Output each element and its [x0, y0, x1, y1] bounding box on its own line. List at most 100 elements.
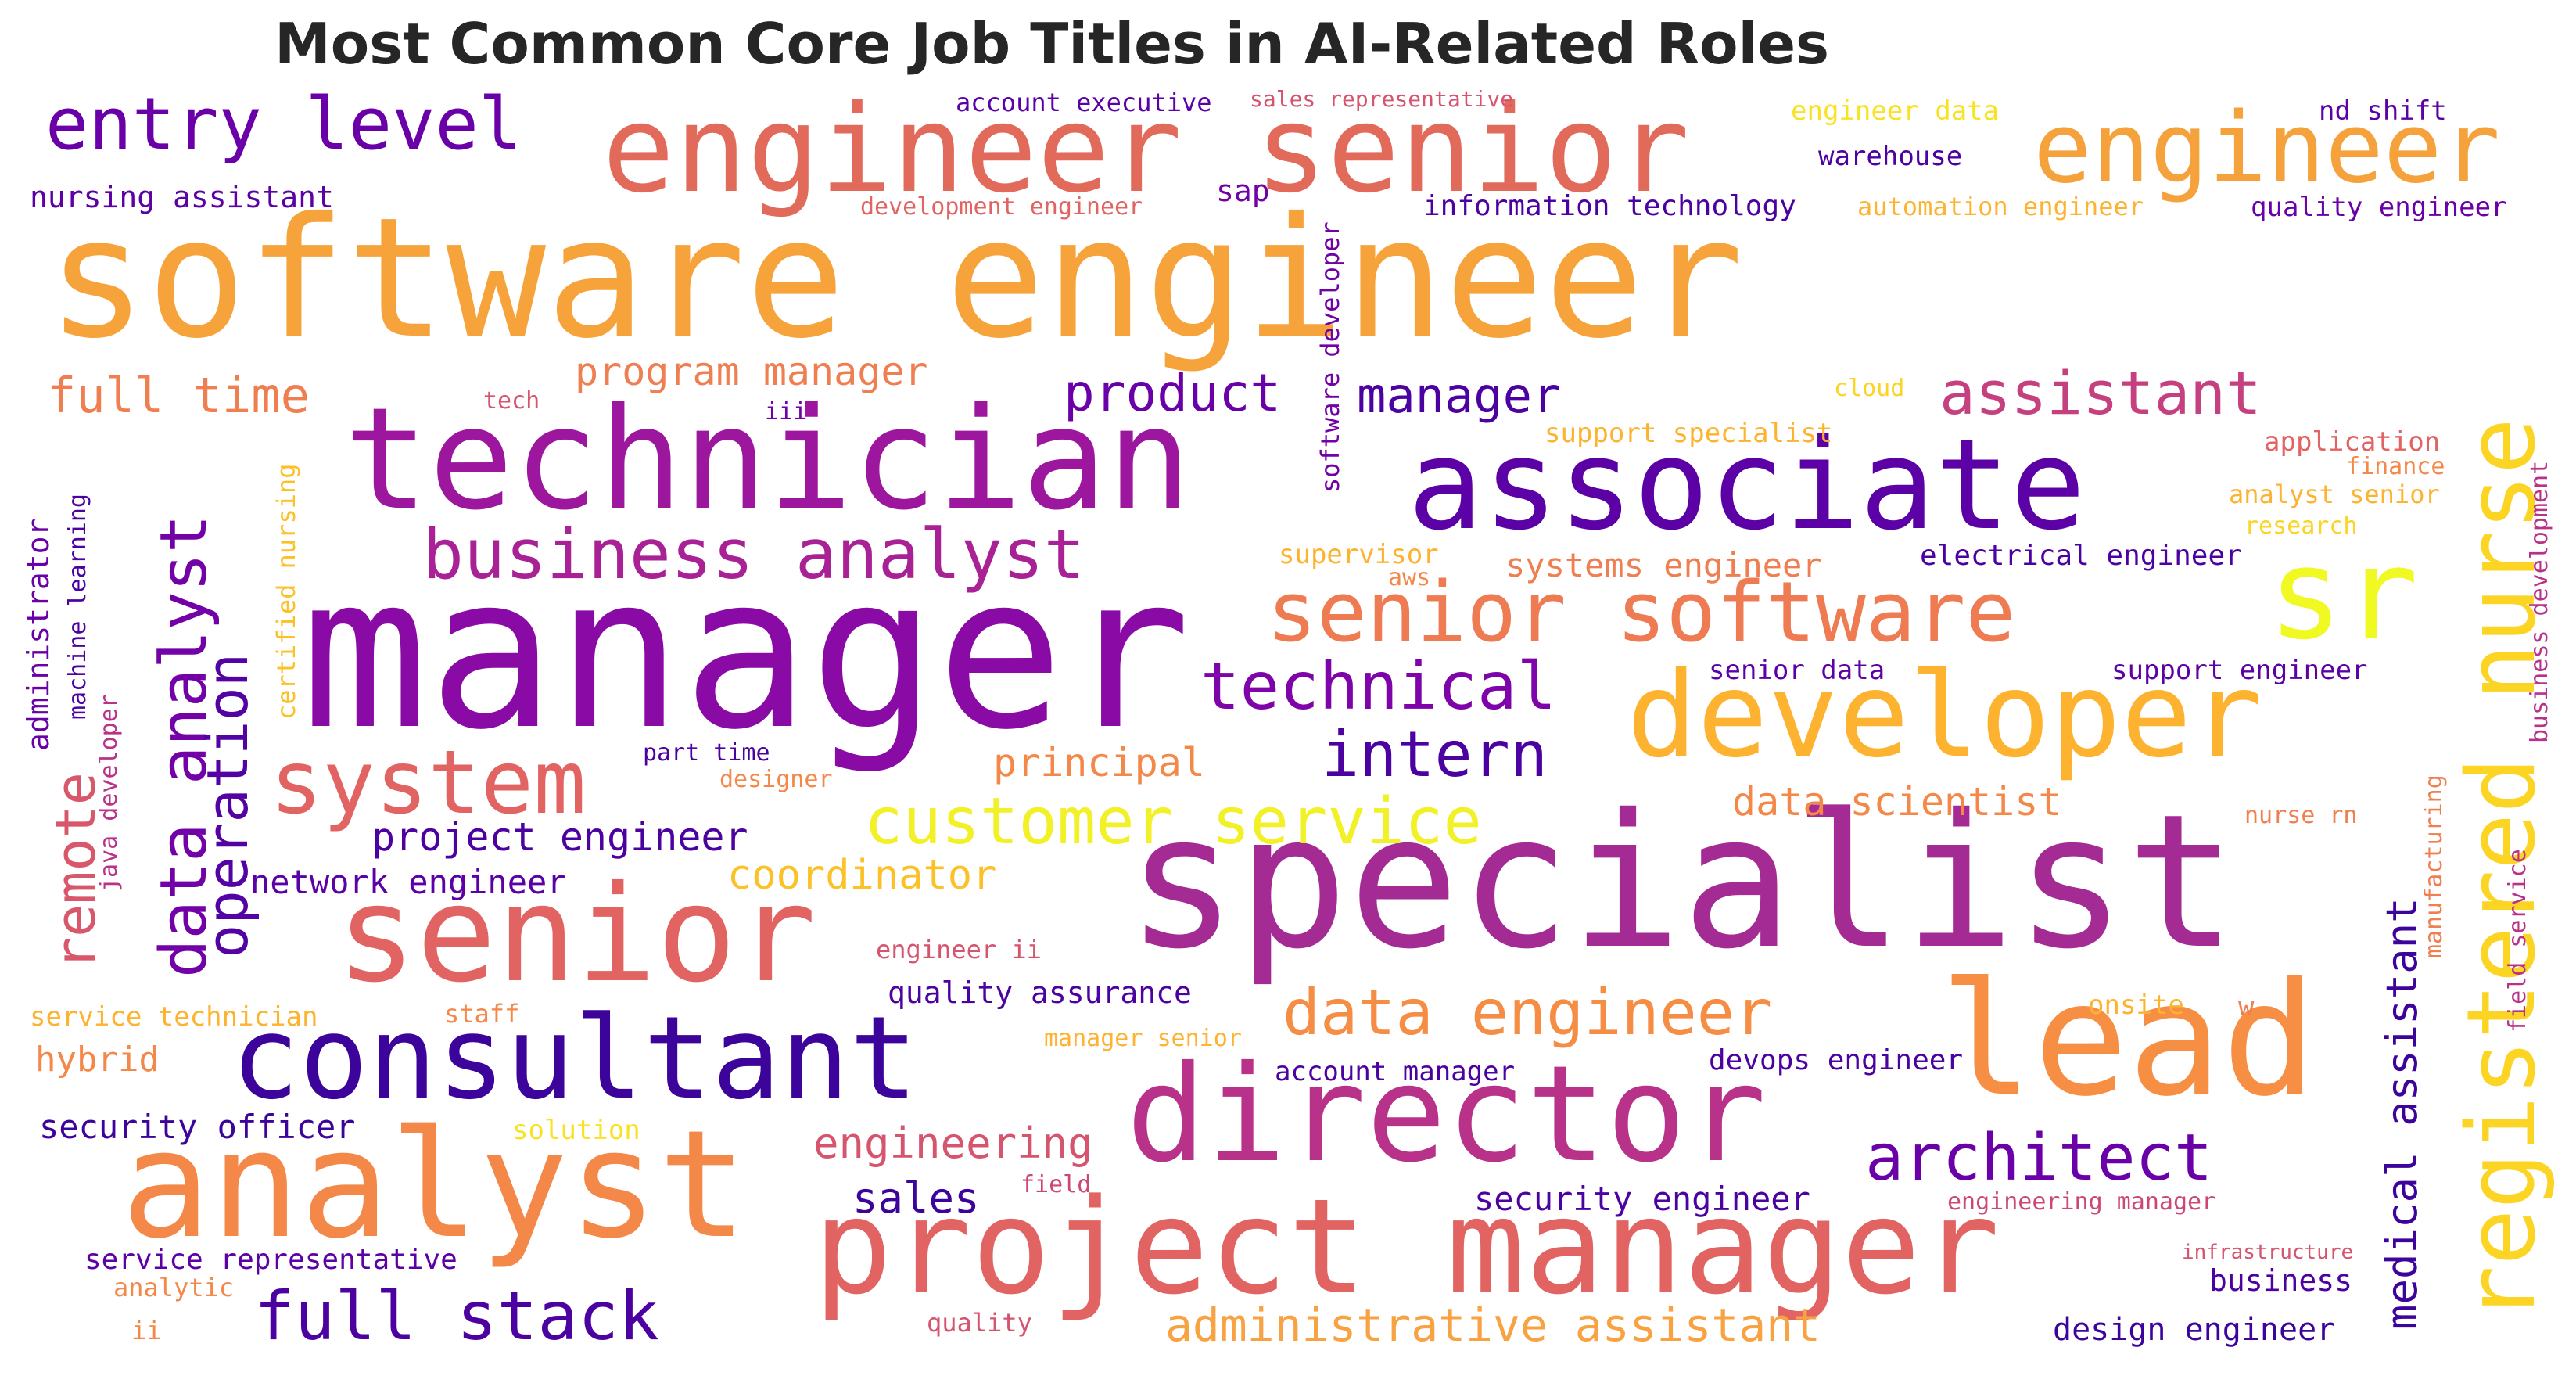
word: senior software	[1267, 564, 2016, 660]
word: business development	[2526, 460, 2553, 743]
word: nd shift	[2319, 95, 2447, 127]
word: assistant	[1939, 358, 2262, 428]
word: machine learning	[64, 494, 91, 720]
word: account manager	[1275, 1056, 1516, 1087]
word: lead	[1939, 949, 2316, 1131]
word: full stack	[254, 1277, 659, 1356]
word: engineer data	[1791, 95, 2000, 127]
word: administrator	[21, 518, 56, 751]
word: technician	[344, 378, 1192, 541]
word: senior data	[1709, 655, 1885, 686]
word: finance	[2346, 453, 2445, 480]
word: staff	[444, 999, 520, 1029]
word: nurse rn	[2244, 802, 2358, 829]
word: w	[2238, 991, 2255, 1022]
word: warehouse	[1818, 141, 1963, 172]
word: principal	[993, 740, 1205, 785]
word: architect	[1865, 1121, 2213, 1195]
word: analyst senior	[2229, 480, 2440, 509]
word: quality assurance	[888, 975, 1192, 1010]
word: sales representative	[1250, 86, 1514, 112]
word: infrastructure	[2182, 1241, 2354, 1264]
word: engineering manager	[1947, 1188, 2216, 1216]
word: cloud	[1834, 375, 1905, 402]
word: analytic	[113, 1273, 235, 1302]
word: certified nursing	[271, 463, 301, 720]
word: quality	[927, 1308, 1032, 1338]
word: onsite	[2088, 990, 2184, 1021]
word: supervisor	[1279, 539, 1439, 570]
word: operation	[195, 652, 260, 958]
word: coordinator	[727, 852, 997, 899]
word: service technician	[30, 1001, 318, 1033]
word: support engineer	[2111, 655, 2368, 686]
word: systems engineer	[1505, 546, 1822, 584]
word: senior	[336, 857, 817, 1012]
word: entry level	[45, 82, 522, 166]
word: full time	[47, 367, 310, 424]
word: nursing assistant	[30, 180, 334, 214]
word: manager	[301, 530, 1191, 776]
word: system	[270, 732, 587, 834]
word: devops engineer	[1709, 1044, 1964, 1076]
word: iii	[765, 398, 808, 426]
word: quality engineer	[2251, 192, 2507, 223]
word: ii	[131, 1316, 162, 1345]
chart-title: Most Common Core Job Titles in AI-Relate…	[274, 11, 1829, 77]
word: network engineer	[250, 863, 567, 901]
word: designer	[719, 766, 833, 793]
word: security officer	[39, 1108, 356, 1146]
word: engineer	[2033, 92, 2501, 205]
word: engineering	[813, 1119, 1093, 1168]
word: field service	[2504, 849, 2531, 1033]
word: business	[2209, 1263, 2353, 1298]
word: solution	[512, 1115, 640, 1146]
word: security engineer	[1474, 1180, 1810, 1218]
word: service representative	[84, 1244, 457, 1276]
word: support specialist	[1545, 418, 1833, 449]
word: field	[1021, 1171, 1092, 1198]
word: aws	[1388, 564, 1431, 591]
word: engineer ii	[876, 935, 1042, 965]
word: program manager	[575, 349, 928, 394]
word: product	[1064, 363, 1282, 423]
word: software developer	[1315, 221, 1345, 493]
word: project engineer	[371, 814, 748, 860]
word: administrative assistant	[1165, 1299, 1821, 1352]
word: design engineer	[2053, 1312, 2336, 1348]
word: manager	[1357, 367, 1562, 424]
word: software engineer	[47, 181, 1744, 375]
word: medical assistant	[2377, 897, 2427, 1330]
word: engineer senior	[602, 80, 1690, 220]
word: project manager	[813, 1170, 2000, 1324]
word: part time	[643, 739, 770, 767]
word: intern	[1322, 718, 1548, 791]
word: specialist	[1126, 774, 2237, 990]
word: director	[1126, 1037, 1767, 1192]
word: manager senior	[1044, 1025, 1242, 1052]
word: business analyst	[422, 514, 1085, 595]
word: application	[2264, 426, 2441, 458]
word: electrical engineer	[1920, 540, 2242, 572]
word: sales	[852, 1173, 980, 1223]
word: java developer	[95, 694, 123, 892]
word: information technology	[1423, 190, 1796, 222]
word: associate	[1408, 411, 2086, 558]
word: account executive	[956, 88, 1212, 117]
word: data engineer	[1283, 976, 1773, 1049]
word: data scientist	[1732, 779, 2062, 825]
word: customer service	[864, 785, 1482, 859]
word: consultant	[231, 992, 918, 1125]
word: manufacturing	[2420, 774, 2448, 958]
word: sr	[2268, 521, 2419, 667]
word: hybrid	[35, 1040, 160, 1080]
word: development engineer	[860, 193, 1143, 221]
word: automation engineer	[1857, 192, 2144, 221]
word: research	[2244, 512, 2358, 540]
word: technical	[1200, 648, 1557, 724]
word: analyst	[121, 1098, 748, 1271]
word: tech	[483, 387, 540, 415]
word: sap	[1216, 174, 1270, 208]
word: developer	[1627, 648, 2262, 784]
